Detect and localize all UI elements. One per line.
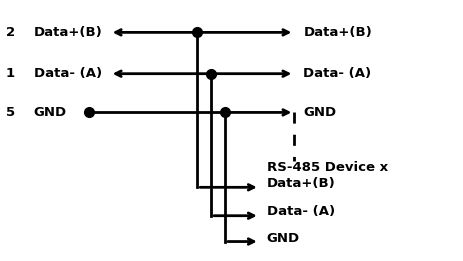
Text: 1: 1	[6, 67, 15, 80]
Text: Data- (A): Data- (A)	[266, 205, 334, 218]
Text: RS-485 Device x: RS-485 Device x	[266, 162, 387, 174]
Text: Data- (A): Data- (A)	[34, 67, 101, 80]
Text: GND: GND	[266, 233, 299, 245]
Text: GND: GND	[34, 106, 67, 119]
Text: Data+(B): Data+(B)	[34, 26, 102, 39]
Text: Data+(B): Data+(B)	[266, 177, 335, 190]
Text: Data- (A): Data- (A)	[303, 67, 371, 80]
Text: GND: GND	[303, 106, 336, 119]
Text: 2: 2	[6, 26, 15, 39]
Text: Data+(B): Data+(B)	[303, 26, 371, 39]
Text: 5: 5	[6, 106, 15, 119]
